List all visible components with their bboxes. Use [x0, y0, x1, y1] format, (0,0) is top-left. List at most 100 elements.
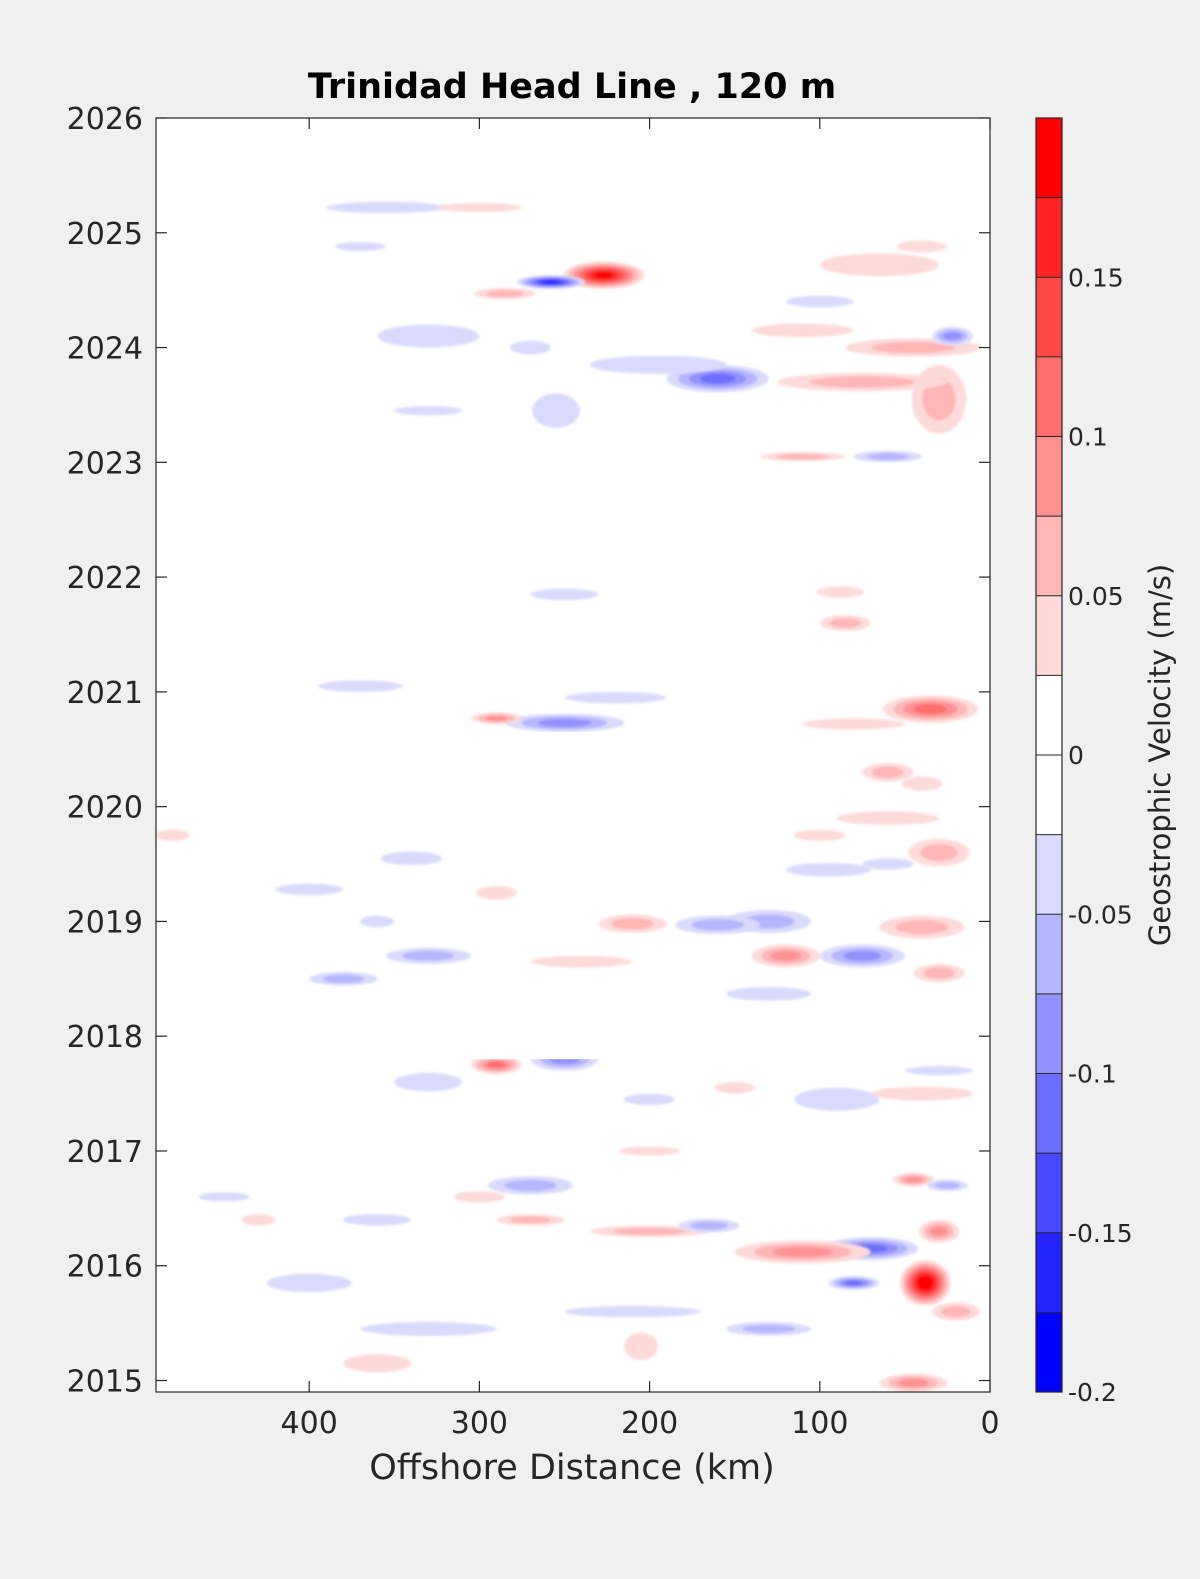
contour-feature [487, 1176, 573, 1195]
contour-level [699, 373, 736, 384]
contour-level [920, 1278, 931, 1288]
contour-level [487, 1061, 506, 1069]
contour-level [334, 241, 386, 252]
colorbar-swatch [1036, 675, 1062, 755]
contour-feature [918, 1219, 960, 1243]
colorbar-swatch [1036, 755, 1062, 835]
colorbar-tick-label: -0.2 [1068, 1378, 1117, 1407]
colorbar: 0.15 0.1 0.05 0 -0.05 -0.1 -0.15 -0.2 [1035, 117, 1133, 1407]
contour-feature [882, 695, 979, 723]
contour-level [360, 1321, 497, 1336]
contour-level [624, 1093, 676, 1106]
contour-level [866, 453, 909, 461]
contour-feature [678, 1218, 740, 1233]
contour-feature [932, 326, 973, 346]
contour-feature [624, 1093, 676, 1106]
contour-level [564, 691, 667, 704]
contour-level [402, 950, 455, 961]
plot-frame [155, 117, 991, 1393]
contour-level [802, 718, 905, 730]
contour-feature [510, 340, 551, 355]
y-tick-label: 2018 [67, 1020, 143, 1055]
colorbar-frame [1035, 117, 1063, 1393]
contour-level [836, 811, 939, 826]
x-axis: 400 300 200 100 0 [281, 118, 1000, 1441]
y-tick-label: 2024 [67, 332, 143, 367]
contour-level [770, 950, 801, 961]
contour-feature [901, 776, 943, 791]
contour-feature [899, 1260, 951, 1306]
contour-feature [470, 1055, 522, 1075]
contour-level [772, 1246, 834, 1258]
contour-feature [904, 1066, 973, 1076]
contour-feature [598, 914, 667, 933]
contour-feature [760, 451, 846, 462]
contour-feature [896, 240, 948, 253]
contour-level [612, 1227, 687, 1235]
contour-feature [908, 838, 970, 867]
contour-level [871, 341, 956, 354]
contour-level [241, 1214, 276, 1226]
contour-level [844, 1280, 863, 1286]
contour-feature [590, 355, 727, 374]
contour-level [624, 1332, 659, 1360]
contour-level [394, 1072, 463, 1092]
contour-level [920, 844, 958, 862]
contour-level [595, 272, 613, 279]
contour-feature [853, 450, 922, 463]
contour-feature [913, 963, 965, 983]
colorbar-tick-label: 0 [1068, 741, 1084, 770]
contour-feature [516, 275, 585, 290]
colorbar-tick-label: 0.1 [1068, 423, 1108, 452]
contour-level [343, 1214, 412, 1226]
contour-feature [794, 829, 846, 842]
contour-level [510, 340, 551, 355]
contour-feature [343, 1354, 412, 1373]
colorbar-swatch [1036, 595, 1062, 676]
colorbar-label: Geostrophic Velocity (m/s) [1143, 564, 1177, 946]
contour-feature [785, 295, 854, 308]
contour-level [475, 885, 517, 900]
contour-feature [816, 586, 865, 598]
contour-feature [198, 1192, 250, 1202]
contour-level [913, 704, 948, 714]
contour-feature [326, 201, 446, 214]
contour-feature [777, 372, 948, 392]
contour-level [532, 393, 580, 428]
y-tick-label: 2015 [67, 1365, 143, 1400]
contour-level [198, 1192, 250, 1202]
contour-level [794, 829, 846, 842]
contour-feature [496, 1214, 565, 1226]
x-tick-label: 200 [621, 1406, 678, 1441]
contour-feature [590, 1225, 710, 1238]
contour-level [504, 1179, 557, 1192]
contour-level [714, 1082, 756, 1094]
contour-level [436, 202, 522, 213]
contour-feature [785, 862, 871, 877]
contour-level [934, 1181, 961, 1189]
contour-level [275, 883, 344, 896]
y-tick-label: 2016 [67, 1250, 143, 1285]
contour-level [922, 378, 956, 421]
contour-level [380, 851, 442, 866]
contour-feature [504, 713, 625, 733]
contour-level [690, 1221, 729, 1230]
no-data-band [156, 1036, 990, 1060]
contour-level [509, 1216, 552, 1224]
contour-features [156, 201, 990, 1392]
x-tick-label: 400 [281, 1406, 338, 1441]
x-tick-label: 300 [451, 1406, 508, 1441]
contour-level [538, 718, 591, 727]
contour-feature [266, 1273, 352, 1293]
contour-feature [453, 1191, 505, 1203]
contour-feature [532, 393, 580, 428]
contour-level [343, 1354, 412, 1373]
x-tick-label: 0 [980, 1406, 999, 1441]
colorbar-swatch [1036, 834, 1062, 915]
contour-feature [828, 1276, 880, 1290]
contour-level [896, 240, 948, 253]
contour-feature [394, 406, 463, 416]
contour-feature [436, 202, 522, 213]
